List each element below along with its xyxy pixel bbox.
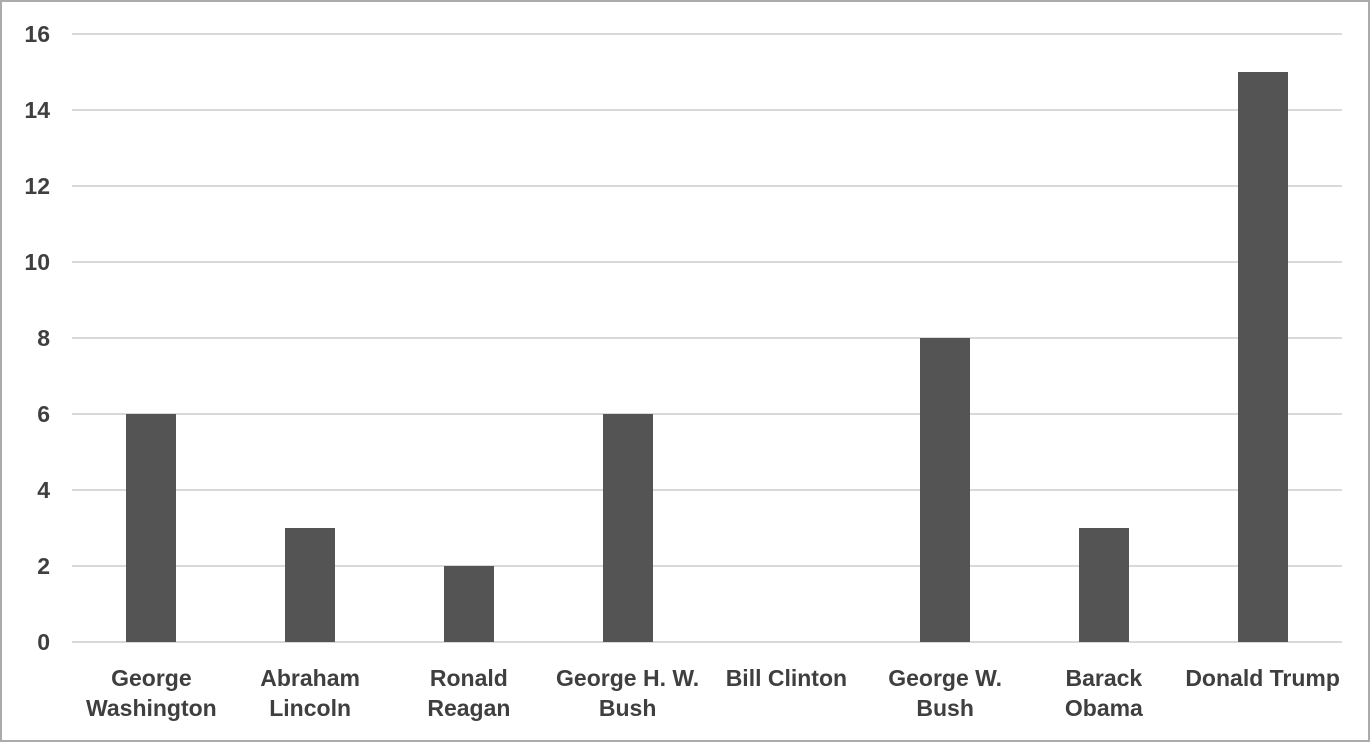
gridline-8 [72,337,1342,339]
gridline-4 [72,489,1342,491]
x-axis-tick-label-donald-trump: Donald Trump [1185,665,1340,691]
gridline-2 [72,565,1342,567]
bar-george-washington [126,414,177,642]
y-axis-tick-label-8: 8 [37,325,50,351]
gridline-6 [72,413,1342,415]
y-axis-tick-label-2: 2 [37,553,50,579]
bar-donald-trump [1237,72,1288,642]
bar-barack-obama [1078,528,1129,642]
gridline-12 [72,185,1342,187]
y-axis-tick-label-6: 6 [37,401,50,427]
gridline-0 [72,641,1342,643]
y-axis-tick-label-16: 16 [24,21,50,47]
x-axis-tick-label-barack-obama: Barack Obama [1064,665,1143,721]
gridline-10 [72,261,1342,263]
y-axis-tick-label-4: 4 [37,477,50,503]
y-axis-tick-label-0: 0 [37,629,50,655]
x-axis-tick-label-george-w-bush: George W. Bush [888,665,1002,721]
gridline-14 [72,109,1342,111]
bar-george-w-bush [920,338,971,642]
y-axis-tick-label-14: 14 [24,97,50,123]
bar-george-h-w-bush [602,414,653,642]
x-axis-tick-label-george-washington: George Washington [86,665,217,721]
x-axis-tick-label-george-h-w-bush: George H. W. Bush [556,665,700,721]
x-axis-tick-label-abraham-lincoln: Abraham Lincoln [260,665,360,721]
x-axis-tick-label-bill-clinton: Bill Clinton [725,665,848,691]
bar-abraham-lincoln [285,528,336,642]
y-axis-tick-label-10: 10 [24,249,50,275]
bar-ronald-reagan [443,566,494,642]
gridline-16 [72,33,1342,35]
x-axis-tick-label-ronald-reagan: Ronald Reagan [427,665,511,721]
y-axis-tick-label-12: 12 [24,173,50,199]
